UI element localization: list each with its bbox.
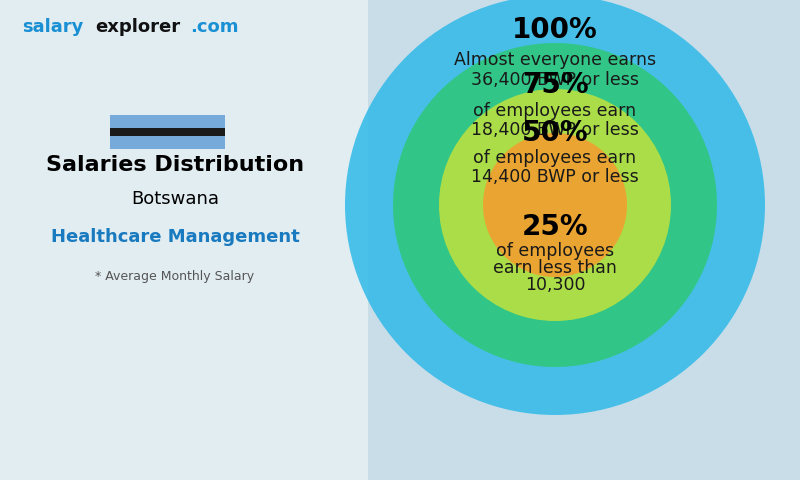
Text: 100%: 100% [512, 16, 598, 45]
Text: 50%: 50% [522, 120, 588, 147]
Bar [110, 128, 225, 136]
Text: Botswana: Botswana [131, 190, 219, 208]
Text: Almost everyone earns: Almost everyone earns [454, 51, 656, 70]
Circle shape [483, 133, 627, 277]
Text: 10,300: 10,300 [525, 276, 586, 294]
Text: * Average Monthly Salary: * Average Monthly Salary [95, 270, 254, 283]
Text: 36,400 BWP or less: 36,400 BWP or less [471, 72, 639, 89]
Text: 14,400 BWP or less: 14,400 BWP or less [471, 168, 639, 186]
Text: of employees: of employees [496, 242, 614, 260]
Text: of employees earn: of employees earn [474, 102, 637, 120]
Circle shape [345, 0, 765, 415]
Text: 25%: 25% [522, 213, 588, 241]
Text: earn less than: earn less than [493, 259, 617, 277]
Text: 18,400 BWP or less: 18,400 BWP or less [471, 121, 639, 139]
Circle shape [393, 43, 717, 367]
Bar [110, 115, 225, 128]
Bar [110, 136, 225, 149]
Text: explorer: explorer [95, 18, 180, 36]
Text: of employees earn: of employees earn [474, 149, 637, 168]
Bar [0, 0, 368, 480]
Text: salary: salary [22, 18, 83, 36]
Text: Salaries Distribution: Salaries Distribution [46, 155, 304, 175]
Text: .com: .com [190, 18, 238, 36]
Circle shape [439, 89, 671, 321]
Text: 75%: 75% [522, 71, 588, 99]
Text: Healthcare Management: Healthcare Management [50, 228, 299, 246]
